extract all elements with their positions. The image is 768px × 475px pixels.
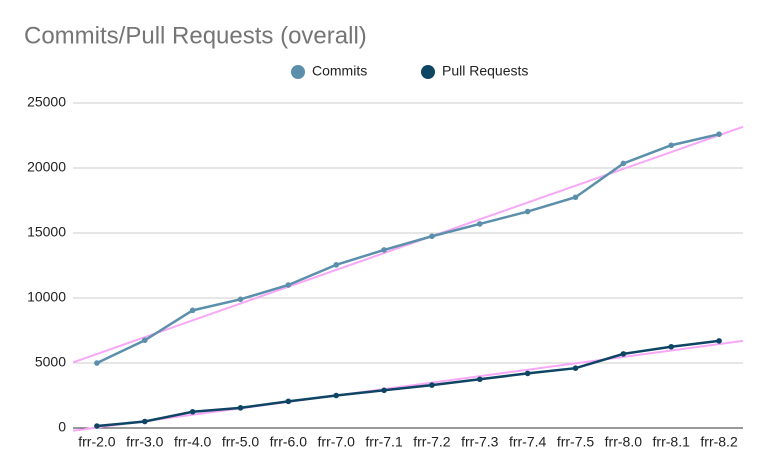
- data-point: [381, 387, 387, 394]
- data-point: [620, 351, 627, 357]
- data-point: [524, 370, 531, 377]
- y-tick-label: 0: [58, 419, 66, 435]
- data-point: [237, 296, 244, 303]
- data-point: [94, 423, 100, 429]
- x-tick-label: frr-7.5: [557, 434, 595, 450]
- trendline: [72, 125, 744, 364]
- x-tick-label: frr-7.3: [461, 434, 499, 450]
- y-tick-label: 10000: [27, 289, 66, 305]
- data-point: [620, 160, 627, 167]
- x-tick-label: frr-6.0: [270, 434, 308, 450]
- x-tick-label: frr-7.4: [509, 434, 547, 450]
- data-point: [381, 247, 387, 253]
- data-point: [333, 262, 340, 268]
- x-tick-label: frr-8.1: [653, 434, 691, 450]
- data-point: [476, 221, 483, 227]
- y-tick-label: 25000: [27, 94, 66, 110]
- y-tick-label: 5000: [35, 354, 66, 370]
- data-point: [429, 233, 435, 240]
- legend-marker: [421, 65, 435, 79]
- x-tick-label: frr-2.0: [78, 434, 116, 450]
- data-point: [333, 392, 340, 399]
- trendline: [72, 339, 744, 432]
- data-point: [141, 337, 148, 344]
- data-point: [572, 365, 579, 372]
- data-point: [668, 142, 675, 149]
- x-tick-label: frr-7.2: [413, 434, 451, 450]
- x-tick-label: frr-8.2: [700, 434, 738, 450]
- legend-label: Commits: [312, 63, 367, 79]
- data-point: [476, 376, 483, 383]
- data-point: [716, 131, 722, 137]
- data-point: [668, 343, 675, 350]
- legend-marker: [291, 65, 305, 79]
- series-line: [96, 339, 720, 428]
- data-point: [94, 360, 100, 366]
- y-tick-label: 15000: [27, 224, 66, 240]
- chart-title: Commits/Pull Requests (overall): [24, 22, 367, 49]
- x-tick-label: frr-5.0: [222, 434, 260, 450]
- y-tick-label: 20000: [27, 159, 66, 175]
- data-point: [237, 405, 244, 411]
- x-tick-label: frr-7.0: [318, 434, 356, 450]
- data-point: [285, 398, 292, 405]
- data-point: [429, 382, 435, 388]
- data-point: [141, 418, 148, 425]
- data-point: [524, 208, 531, 215]
- data-point: [716, 338, 722, 344]
- data-point: [285, 282, 292, 288]
- data-point: [189, 307, 196, 314]
- data-point: [572, 194, 579, 201]
- data-point: [189, 408, 196, 415]
- x-tick-label: frr-8.0: [605, 434, 643, 450]
- legend-label: Pull Requests: [442, 63, 528, 79]
- x-tick-label: frr-7.1: [365, 434, 403, 450]
- x-tick-label: frr-4.0: [174, 434, 212, 450]
- series-line: [96, 132, 720, 365]
- x-tick-label: frr-3.0: [126, 434, 164, 450]
